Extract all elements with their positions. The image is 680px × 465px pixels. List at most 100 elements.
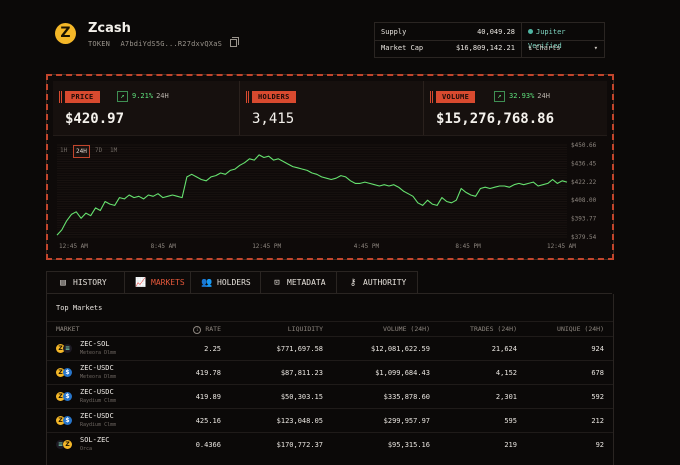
volume-label: VOLUME [429,91,476,103]
zec-token-icon: Z [56,344,65,353]
tab-label: HISTORY [73,278,107,287]
volume-metric: VOLUME ↗ 32.93% 24H $15,276,768.86 [423,81,608,135]
rate-cell: 2.25 [204,345,221,353]
table-row[interactable]: Z $ ZEC-USDC Meteora Dlmm 419.78 $87,811.23 $1… [47,360,613,385]
token-type-label: TOKEN [88,40,111,48]
col-liquidity: LIQUIDITY [287,325,323,333]
liquidity-cell: $123,048.05 [276,417,323,425]
pair-icons: Z $ [56,392,72,402]
col-trades: TRADES (24H) [470,325,517,333]
tab-holders[interactable]: 👥 HOLDERS [190,271,262,294]
history-icon: ▤ [60,278,66,288]
tab-label: MARKETS [151,278,185,287]
usdc-token-icon: $ [63,416,72,425]
dex-name: Raydium Clmm [80,422,117,428]
markets-table: Top Markets MARKET i RATE LIQUIDITY VOLUM… [46,294,614,465]
tab-metadata[interactable]: ⊡ METADATA [260,271,338,294]
dex-name: Orca [80,446,93,452]
price-metric: PRICE ↗ 9.21% 24H $420.97 [53,81,239,135]
dex-name: Meteora Dlmm [80,374,117,380]
table-row[interactable]: Z $ ZEC-USDC Raydium Clmm 425.16 $123,048.05 $… [47,408,613,433]
col-unique: UNIQUE (24H) [557,325,604,333]
tab-authority[interactable]: ⚷ AUTHORITY [336,271,418,294]
liquidity-cell: $771,697.58 [276,345,323,353]
pair-name: ZEC-USDC [80,412,114,420]
pair-name: ZEC-USDC [80,364,114,372]
dex-name: Meteora Dlmm [80,350,117,356]
volume-cell: $335,878.60 [383,393,430,401]
y-tick-label: $393.77 [571,216,597,223]
x-tick-label: 12:45 AM [547,243,576,250]
charts-dropdown[interactable]: ⇅ Charts ▾ [528,41,600,55]
range-7d[interactable]: 7D [95,147,103,154]
volume-cell: $299,957.97 [383,417,430,425]
token-meta: TOKEN A7bdiYdS5G...R27dxvQXaS [88,39,238,48]
key-icon: ⚷ [349,278,357,288]
usdc-token-icon: $ [63,368,72,377]
y-tick-label: $408.00 [571,197,597,204]
chart-icon: ⇅ [528,44,533,52]
tab-label: AUTHORITY [363,278,407,287]
range-1m[interactable]: 1M [110,147,118,154]
table-row[interactable]: ≡ Z SOL-ZEC Orca 0.4366 $170,772.37 $95,315.16… [47,432,613,457]
holders-metric: HOLDERS 3,415 [239,81,424,135]
unique-cell: 92 [595,441,604,449]
metadata-icon: ⊡ [274,278,280,288]
pair-icons: ≡ Z [56,440,72,450]
verified-badge: Jupiter Verified [528,28,566,50]
table-row[interactable]: Z ≡ ZEC-SOL Meteora Dlmm 2.25 $771,697.58 $12,… [47,336,613,361]
trades-cell: 21,624 [491,345,517,353]
holders-value: 3,415 [252,111,295,127]
supply-label: Supply [381,28,407,36]
y-tick-label: $422.22 [571,179,597,186]
col-rate: i RATE [193,325,221,334]
pair-name: ZEC-USDC [80,388,114,396]
holders-icon: 👥 [201,278,213,288]
liquidity-cell: $87,811.23 [280,369,323,377]
x-tick-label: 12:45 AM [59,243,88,250]
zcash-logo-icon: Z [55,23,76,44]
chevron-down-icon: ▾ [593,44,598,52]
price-chart[interactable]: $450.66 $436.45 $422.22 $408.00 $393.77 $379.… [53,137,607,253]
sol-token-icon: ≡ [56,440,65,449]
range-1h[interactable]: 1H [60,147,68,154]
trades-cell: 4,152 [495,369,517,377]
zec-token-icon: Z [63,440,72,449]
y-tick-label: $450.66 [571,142,597,149]
pair-icons: Z $ [56,416,72,426]
liquidity-cell: $50,303.15 [280,393,323,401]
unique-cell: 678 [591,369,604,377]
verification-box: Jupiter Verified ⇅ Charts ▾ [521,22,605,58]
rate-cell: 419.78 [195,369,221,377]
range-24h[interactable]: 24H [73,145,90,158]
info-icon[interactable]: i [193,326,202,334]
metrics-row: PRICE ↗ 9.21% 24H $420.97 HOLDERS 3,415 VO… [53,81,607,136]
tab-label: METADATA [287,278,326,287]
tab-markets[interactable]: 📈 MARKETS [124,271,192,294]
volume-value: $15,276,768.86 [436,111,555,127]
table-row[interactable]: Z $ ZEC-USDC Raydium Clmm 419.89 $50,303.15 $3… [47,384,613,409]
market-cap-value: $16,809,142.21 [455,44,515,52]
y-tick-label: $379.54 [571,234,597,241]
col-volume: VOLUME (24H) [383,325,430,333]
price-value: $420.97 [65,111,125,127]
supply-stats-box: Supply 40,049.28 Market Cap $16,809,142.21 [374,22,522,58]
x-tick-label: 12:45 PM [252,243,281,250]
zec-token-icon: Z [56,416,65,425]
table-title: Top Markets [56,304,103,312]
verified-dot-icon [528,29,533,34]
volume-cell: $95,315.16 [387,441,430,449]
token-address[interactable]: A7bdiYdS5G...R27dxvQXaS [120,40,223,48]
unique-cell: 924 [591,345,604,353]
zec-token-icon: Z [56,392,65,401]
tab-history[interactable]: ▤ HISTORY [46,271,126,294]
tab-label: HOLDERS [217,278,251,287]
usdc-token-icon: $ [63,392,72,401]
supply-value: 40,049.28 [477,28,515,36]
zec-token-icon: Z [56,368,65,377]
copy-icon[interactable] [230,39,238,47]
unique-cell: 592 [591,393,604,401]
markets-icon: 📈 [135,278,147,288]
x-tick-label: 8:45 PM [455,243,481,250]
